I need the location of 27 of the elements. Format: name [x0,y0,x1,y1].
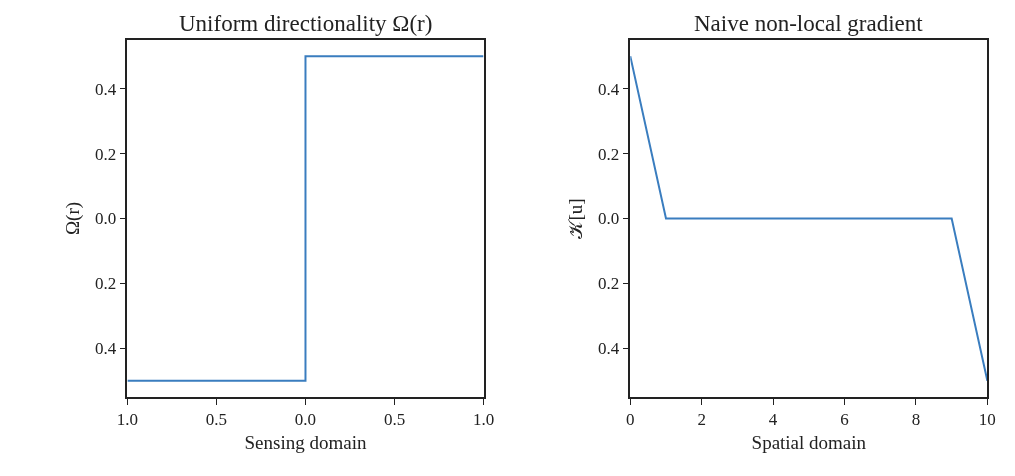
x-tick-label: 4 [768,410,778,430]
x-tick-label: 2 [697,410,706,430]
y-tick-label: 0.2 [95,274,117,294]
x-axis-title: Spatial domain [751,432,867,454]
y-axis-title: 𝒦[u] [565,198,587,239]
y-tick-label: 0.2 [95,144,117,164]
y-axis-title: Ω(r) [62,201,85,236]
x-tick-label: 1.0 [472,410,495,430]
x-tick-label: 0.0 [294,410,317,430]
y-tick-label: 0.4 [597,339,620,359]
x-tick-label: 1.0 [116,410,139,430]
x-tick-label: 8 [911,410,921,430]
y-tick-label: 0.4 [95,79,117,99]
y-tick-label: 0.0 [597,209,620,229]
y-tick-label: 0.4 [95,339,117,359]
x-tick-label: 6 [840,410,849,430]
chart-title: Naive non-local gradient [694,11,924,36]
y-tick-label: 0.2 [597,144,620,164]
y-tick-label: 0.0 [95,209,117,229]
x-tick-label: 0.5 [383,410,406,430]
y-tick-label: 0.2 [597,274,620,294]
x-tick-label: 10 [978,410,996,430]
y-tick-label: 0.4 [597,79,620,99]
x-tick-label: 0 [626,410,635,430]
x-axis-title: Sensing domain [244,432,367,454]
x-tick-label: 0.5 [205,410,228,430]
chart-title: Uniform directionality Ω(r) [179,11,433,36]
